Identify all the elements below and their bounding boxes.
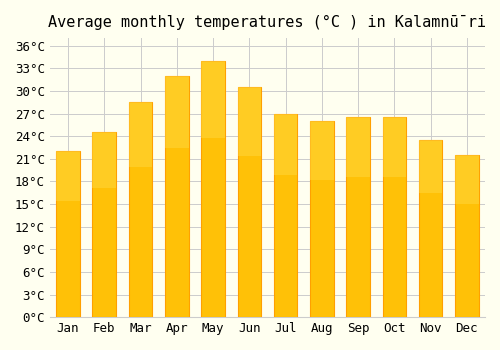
Bar <box>56 151 80 317</box>
Bar <box>202 61 225 317</box>
Bar <box>310 121 334 180</box>
Bar <box>238 87 261 156</box>
Bar <box>56 151 80 201</box>
Bar <box>419 140 442 317</box>
Bar <box>128 102 152 167</box>
Bar <box>92 132 116 317</box>
Bar <box>346 117 370 317</box>
Bar <box>382 117 406 317</box>
Bar <box>274 113 297 175</box>
Bar <box>238 87 261 317</box>
Bar <box>419 140 442 193</box>
Bar <box>202 61 225 138</box>
Bar <box>455 155 478 204</box>
Bar <box>128 102 152 317</box>
Bar <box>382 117 406 177</box>
Bar <box>274 113 297 317</box>
Title: Average monthly temperatures (°C ) in Kalamnū̄ri: Average monthly temperatures (°C ) in Ka… <box>48 15 486 30</box>
Bar <box>346 117 370 177</box>
Bar <box>92 132 116 188</box>
Bar <box>455 155 478 317</box>
Bar <box>165 76 188 317</box>
Bar <box>165 76 188 148</box>
Bar <box>310 121 334 317</box>
